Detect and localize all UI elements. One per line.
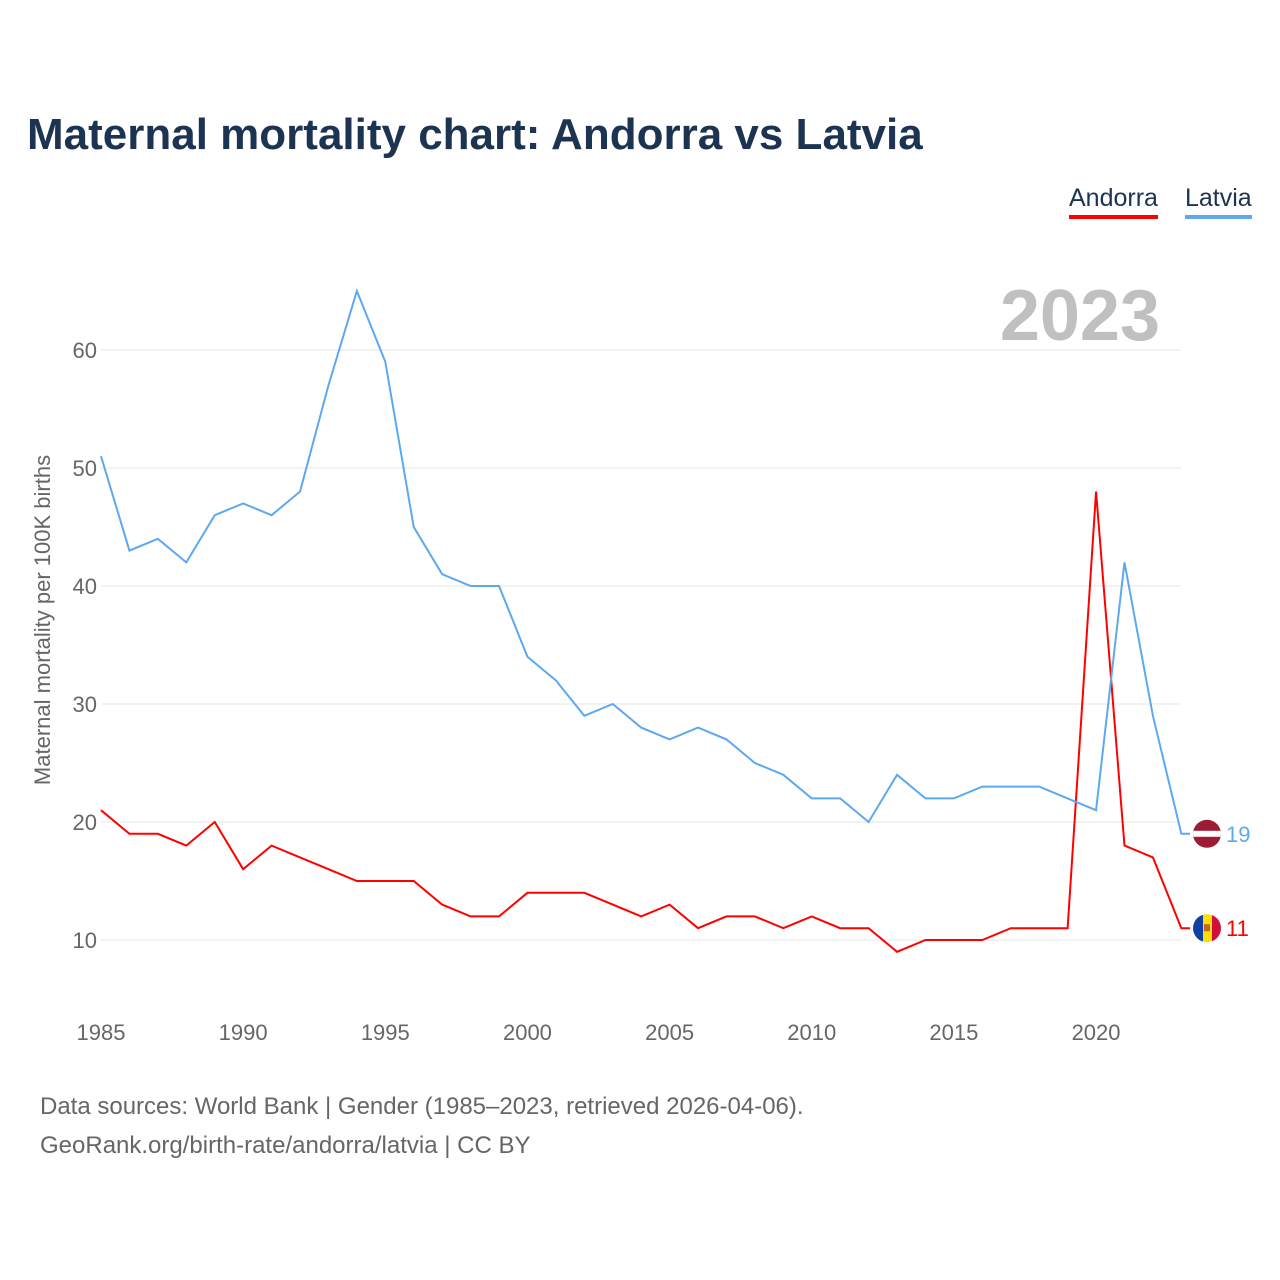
y-tick-label: 60 bbox=[73, 338, 97, 363]
legend-latvia[interactable]: Latvia bbox=[1185, 184, 1252, 219]
y-axis-label: Maternal mortality per 100K births bbox=[30, 455, 55, 785]
latvia-flag-icon bbox=[1193, 819, 1221, 848]
y-tick-label: 30 bbox=[73, 692, 97, 717]
x-tick-label: 2005 bbox=[645, 1020, 694, 1045]
year-watermark: 2023 bbox=[1000, 276, 1160, 356]
end-value-label-andorra: 11 bbox=[1226, 916, 1249, 941]
data-source: Data sources: World Bank | Gender (1985–… bbox=[40, 1093, 804, 1120]
legend-andorra[interactable]: Andorra bbox=[1069, 184, 1158, 219]
x-tick-label: 1995 bbox=[361, 1020, 410, 1045]
x-tick-label: 2010 bbox=[787, 1020, 836, 1045]
series-line-andorra bbox=[100, 491, 1190, 953]
x-tick-label: 2020 bbox=[1072, 1020, 1121, 1045]
x-tick-label: 2015 bbox=[929, 1020, 978, 1045]
source-link[interactable]: GeoRank.org/birth-rate/andorra/latvia | … bbox=[40, 1132, 531, 1159]
y-tick-label: 40 bbox=[73, 574, 97, 599]
series-line-latvia bbox=[100, 287, 1190, 835]
y-tick-label: 20 bbox=[73, 810, 97, 835]
x-tick-label: 1990 bbox=[219, 1020, 268, 1045]
chart-title: Maternal mortality chart: Andorra vs Lat… bbox=[27, 110, 923, 159]
x-tick-label: 1985 bbox=[77, 1020, 126, 1045]
andorra-flag-icon bbox=[1193, 914, 1221, 943]
footer: Data sources: World Bank | Gender (1985–… bbox=[40, 1087, 804, 1165]
y-tick-label: 10 bbox=[73, 928, 97, 953]
x-tick-label: 2000 bbox=[503, 1020, 552, 1045]
y-tick-label: 50 bbox=[73, 456, 97, 481]
end-value-label-latvia: 19 bbox=[1226, 822, 1250, 847]
